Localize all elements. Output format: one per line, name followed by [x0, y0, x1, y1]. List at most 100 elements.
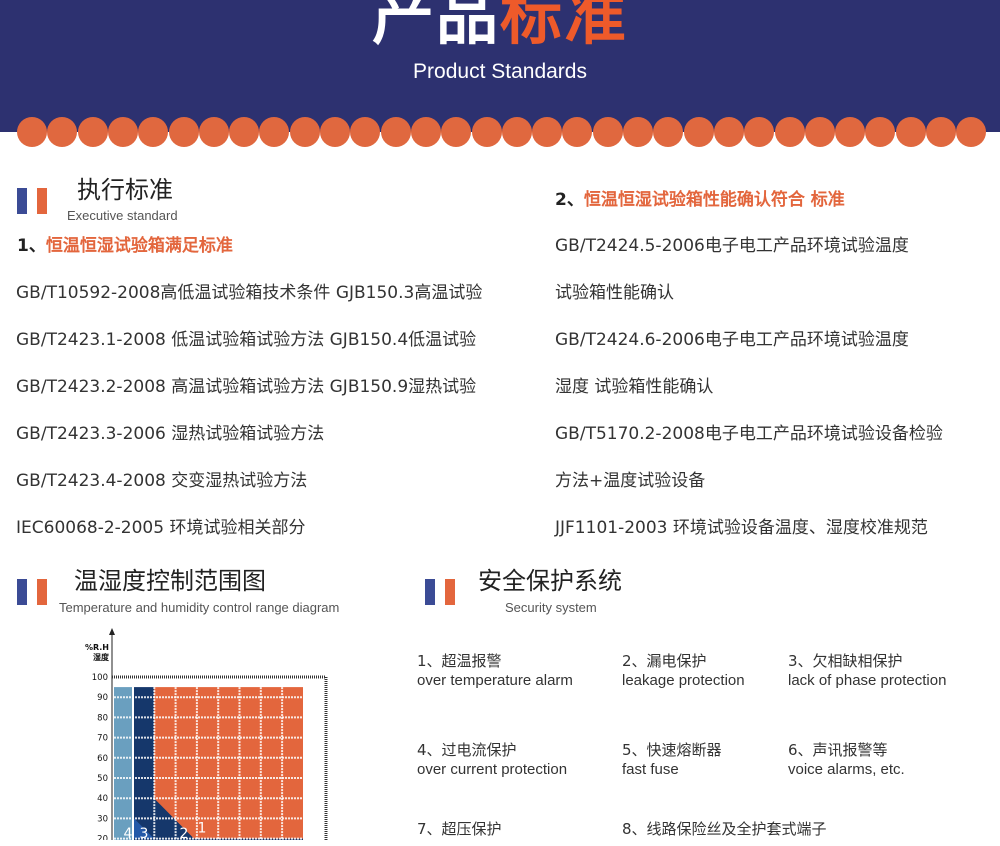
y-tick-label: 70: [97, 734, 108, 744]
y-tick-label: 20: [97, 835, 108, 840]
hero-title-accent: 标准: [500, 0, 629, 53]
scallop: [320, 117, 350, 147]
scallop: [17, 117, 47, 147]
scallop: [77, 117, 108, 147]
scallop-border: [17, 117, 987, 147]
security-item: 1、超温报警 over temperature alarm: [417, 652, 573, 690]
group2-title: 2、恒温恒湿试验箱性能确认符合 标准: [555, 190, 845, 210]
scallop: [471, 117, 502, 147]
scallop: [229, 117, 260, 147]
security-item-en: over temperature alarm: [417, 672, 573, 689]
security-item-cn: 7、超压保护: [417, 820, 502, 838]
standard-line: IEC60068-2-2005 环境试验相关部分: [16, 518, 306, 538]
scallop: [198, 117, 229, 147]
scallop: [744, 117, 775, 147]
hero-title-white: 产品: [371, 0, 500, 53]
security-item: 8、线路保险丝及全护套式端子: [622, 820, 827, 839]
region-label: 4: [124, 826, 133, 840]
security-item-cn: 1、超温报警: [417, 652, 502, 670]
range-subtitle: Temperature and humidity control range d…: [59, 600, 340, 615]
region-label: 1: [198, 821, 207, 837]
scallop: [410, 117, 441, 147]
hero-title: 产品标准: [0, 0, 1000, 48]
scallop: [804, 117, 835, 147]
region-3-column: [134, 687, 154, 840]
group2-title-text: 恒温恒湿试验箱性能确认符合 标准: [583, 190, 845, 210]
region-1: [154, 687, 303, 839]
scallop: [774, 117, 805, 147]
scallop: [441, 117, 472, 147]
security-item-en: lack of phase protection: [788, 672, 947, 689]
hero-subtitle: Product Standards: [413, 60, 587, 83]
scallop: [562, 117, 593, 147]
scallop: [138, 117, 169, 147]
security-item-cn: 6、声讯报警等: [788, 741, 888, 759]
scallop: [895, 117, 926, 147]
security-item-en: voice alarms, etc.: [788, 761, 905, 778]
security-item-cn: 3、欠相缺相保护: [788, 652, 903, 670]
y-tick-label: 90: [97, 693, 108, 703]
group1-title-text: 恒温恒湿试验箱满足标准: [45, 236, 233, 256]
security-item-en: over current protection: [417, 761, 568, 778]
region-4: [114, 687, 132, 840]
security-subtitle: Security system: [505, 600, 597, 615]
standard-line: GB/T2423.2-2008 高温试验箱试验方法 GJB150.9湿热试验: [16, 377, 477, 397]
standard-line: GB/T2423.1-2008 低温试验箱试验方法 GJB150.4低温试验: [16, 330, 477, 350]
security-item-cn: 4、过电流保护: [417, 741, 517, 759]
scallop: [956, 117, 987, 147]
scallop: [532, 117, 563, 147]
standard-line: GB/T2424.6-2006电子电工产品环境试验温度: [555, 330, 909, 350]
standard-line: GB/T2423.4-2008 交变湿热试验方法: [16, 471, 308, 491]
scallop: [107, 117, 138, 147]
y-tick-label: 50: [97, 774, 108, 784]
standard-line: GB/T5170.2-2008电子电工产品环境试验设备检验: [555, 424, 943, 444]
security-item: 6、声讯报警等 voice alarms, etc.: [788, 741, 905, 779]
y-tick-label: 100: [92, 673, 108, 683]
security-item: 4、过电流保护 over current protection: [417, 741, 567, 779]
hero-banner: 产品标准 Product Standards: [0, 0, 1000, 132]
standard-line: GB/T2424.5-2006电子电工产品环境试验温度: [555, 236, 909, 256]
scallop: [713, 117, 744, 147]
y-tick-label: 40: [97, 794, 108, 804]
section-marker-icon: [17, 579, 53, 605]
y-axis-label: %R.H: [85, 643, 109, 652]
region-label: 3: [140, 826, 149, 840]
security-item-cn: 2、漏电保护: [622, 652, 707, 670]
section-marker-icon: [425, 579, 461, 605]
region-3-triangle: [134, 818, 154, 839]
region-label: 2: [180, 826, 189, 840]
security-item-cn: 5、快速熔断器: [622, 741, 722, 759]
section-subtitle: Executive standard: [67, 208, 178, 223]
security-item: 3、欠相缺相保护 lack of phase protection: [788, 652, 946, 690]
scallop: [289, 117, 320, 147]
group1-title: 1、恒温恒湿试验箱满足标准: [17, 236, 233, 256]
scallop: [865, 117, 896, 147]
y-axis-arrow-icon: [109, 628, 115, 635]
scallop: [623, 117, 653, 147]
scallop: [683, 117, 714, 147]
security-title: 安全保护系统: [478, 567, 622, 595]
scallop: [835, 117, 866, 147]
scallop: [259, 117, 290, 147]
section-title: 执行标准: [77, 176, 173, 204]
group2-num: 2、: [555, 190, 584, 210]
scallop: [592, 117, 623, 147]
standard-line: 试验箱性能确认: [555, 283, 674, 303]
security-item-en: fast fuse: [622, 761, 679, 778]
scallop: [47, 117, 78, 147]
y-tick-label: 30: [97, 814, 108, 824]
security-item-en: leakage protection: [622, 672, 745, 689]
standard-line: GB/T10592-2008高低温试验箱技术条件 GJB150.3高温试验: [16, 283, 483, 303]
scallop: [501, 117, 532, 147]
section-marker-icon: [17, 188, 53, 214]
scallop: [168, 117, 199, 147]
scallop: [380, 117, 411, 147]
security-item: 2、漏电保护 leakage protection: [622, 652, 745, 690]
group1-num: 1、: [17, 236, 46, 256]
scallop: [350, 117, 381, 147]
security-item: 5、快速熔断器 fast fuse: [622, 741, 722, 779]
standard-line: 湿度 试验箱性能确认: [555, 377, 714, 397]
y-tick-label: 60: [97, 754, 108, 764]
security-item-cn: 8、线路保险丝及全护套式端子: [622, 820, 827, 838]
humidity-range-diagram: 100 90 80 70 60 50 40 30 20 %R.H湿度 12 34: [85, 628, 328, 840]
